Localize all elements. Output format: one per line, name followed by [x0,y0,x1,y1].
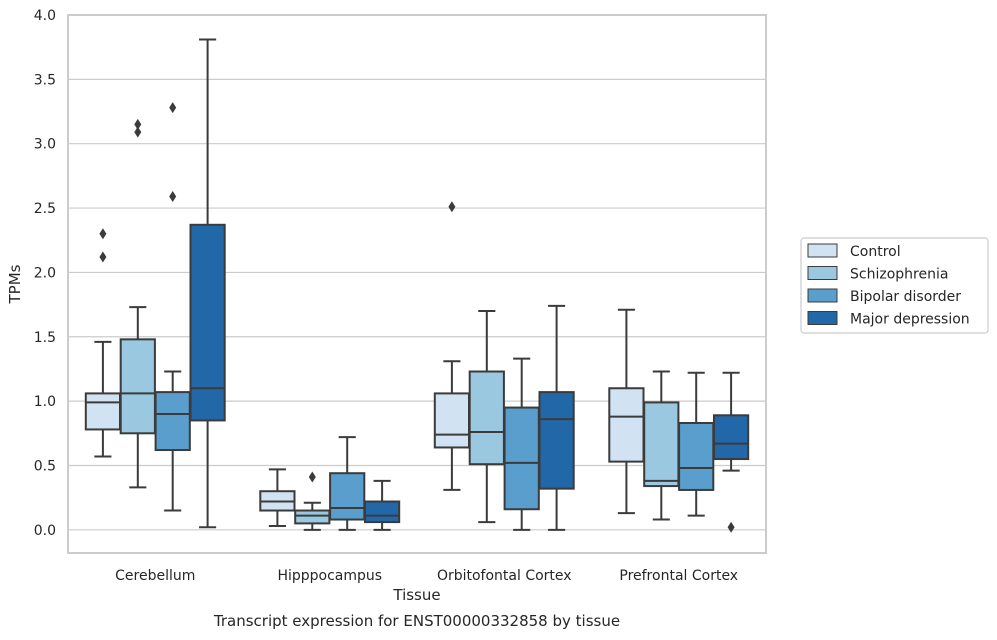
box-series [84,38,750,533]
box-3-1 [643,370,680,521]
box-3-0 [608,308,645,515]
outlier-point [727,521,735,533]
outlier-point [134,126,142,138]
outlier-point [134,118,142,130]
outlier-point [99,228,107,240]
legend-swatch [807,266,838,280]
plot-frame [67,14,767,554]
box-1-2 [329,436,366,531]
legend-label: Major depression [850,312,970,328]
box-1-0 [259,468,296,527]
x-tick-label: Hipppocampus [277,568,382,584]
legend-frame [800,237,989,334]
box-0-3 [189,38,226,529]
chart-caption: Transcript expression for ENST0000033285… [213,612,620,630]
y-tick-label: 3.0 [34,137,56,153]
outlier-point [99,251,107,263]
y-axis-label: TPMs [6,264,24,304]
box-body [538,391,575,490]
legend-label: Control [850,244,901,260]
legend-swatch [807,243,838,258]
box-body [503,406,540,511]
box-body [712,414,750,461]
x-tick-label: Prefrontal Cortex [619,568,738,584]
legend-label: Bipolar disorder [850,289,961,305]
box-body [84,392,122,431]
box-body [608,387,645,463]
outlier-point [169,102,177,114]
box-body [643,401,680,488]
y-tick-label: 0.0 [34,523,56,539]
box-body [119,338,156,435]
y-tick-label: 3.5 [34,72,56,88]
y-tick-label: 0.5 [34,458,56,474]
box-body [154,391,191,452]
x-tick-label: Cerebellum [115,568,195,584]
y-tick-label: 1.5 [34,330,56,346]
x-tick-labels: Cerebellum Hipppocampus Orbitofontal Corte… [115,568,738,584]
y-tick-label: 2.0 [34,265,56,281]
y-tick-labels: 0.0 0.5 1.0 1.5 2.0 2.5 3.0 3.5 4.0 [34,8,56,539]
box-1-3 [363,479,401,531]
legend-label: Schizophrenia [850,267,948,283]
box-body [329,472,366,521]
outlier-point [308,471,316,483]
box-body [189,223,226,422]
legend-swatch [807,288,838,303]
box-body [363,500,401,524]
box-2-0 [433,201,471,491]
outlier-point [169,190,177,202]
box-body [468,370,505,466]
box-body [678,422,715,491]
box-1-1 [294,471,331,531]
box-body [294,509,331,525]
box-body [433,392,471,449]
outlier-point [448,201,456,213]
legend: Control Schizophrenia Bipolar disorder Majo… [800,237,989,334]
box-3-3 [712,371,750,533]
y-tick-label: 1.0 [34,394,56,410]
box-0-2 [154,102,191,512]
y-tick-label: 2.5 [34,201,56,217]
box-3-2 [678,371,715,517]
box-2-3 [538,304,575,531]
x-axis-label: Tissue [392,586,440,604]
box-2-1 [468,310,505,524]
box-0-1 [119,118,156,489]
y-tick-label: 4.0 [34,8,56,24]
x-tick-label: Orbitofontal Cortex [437,568,572,584]
legend-swatch [807,311,838,325]
box-0-0 [84,228,122,458]
